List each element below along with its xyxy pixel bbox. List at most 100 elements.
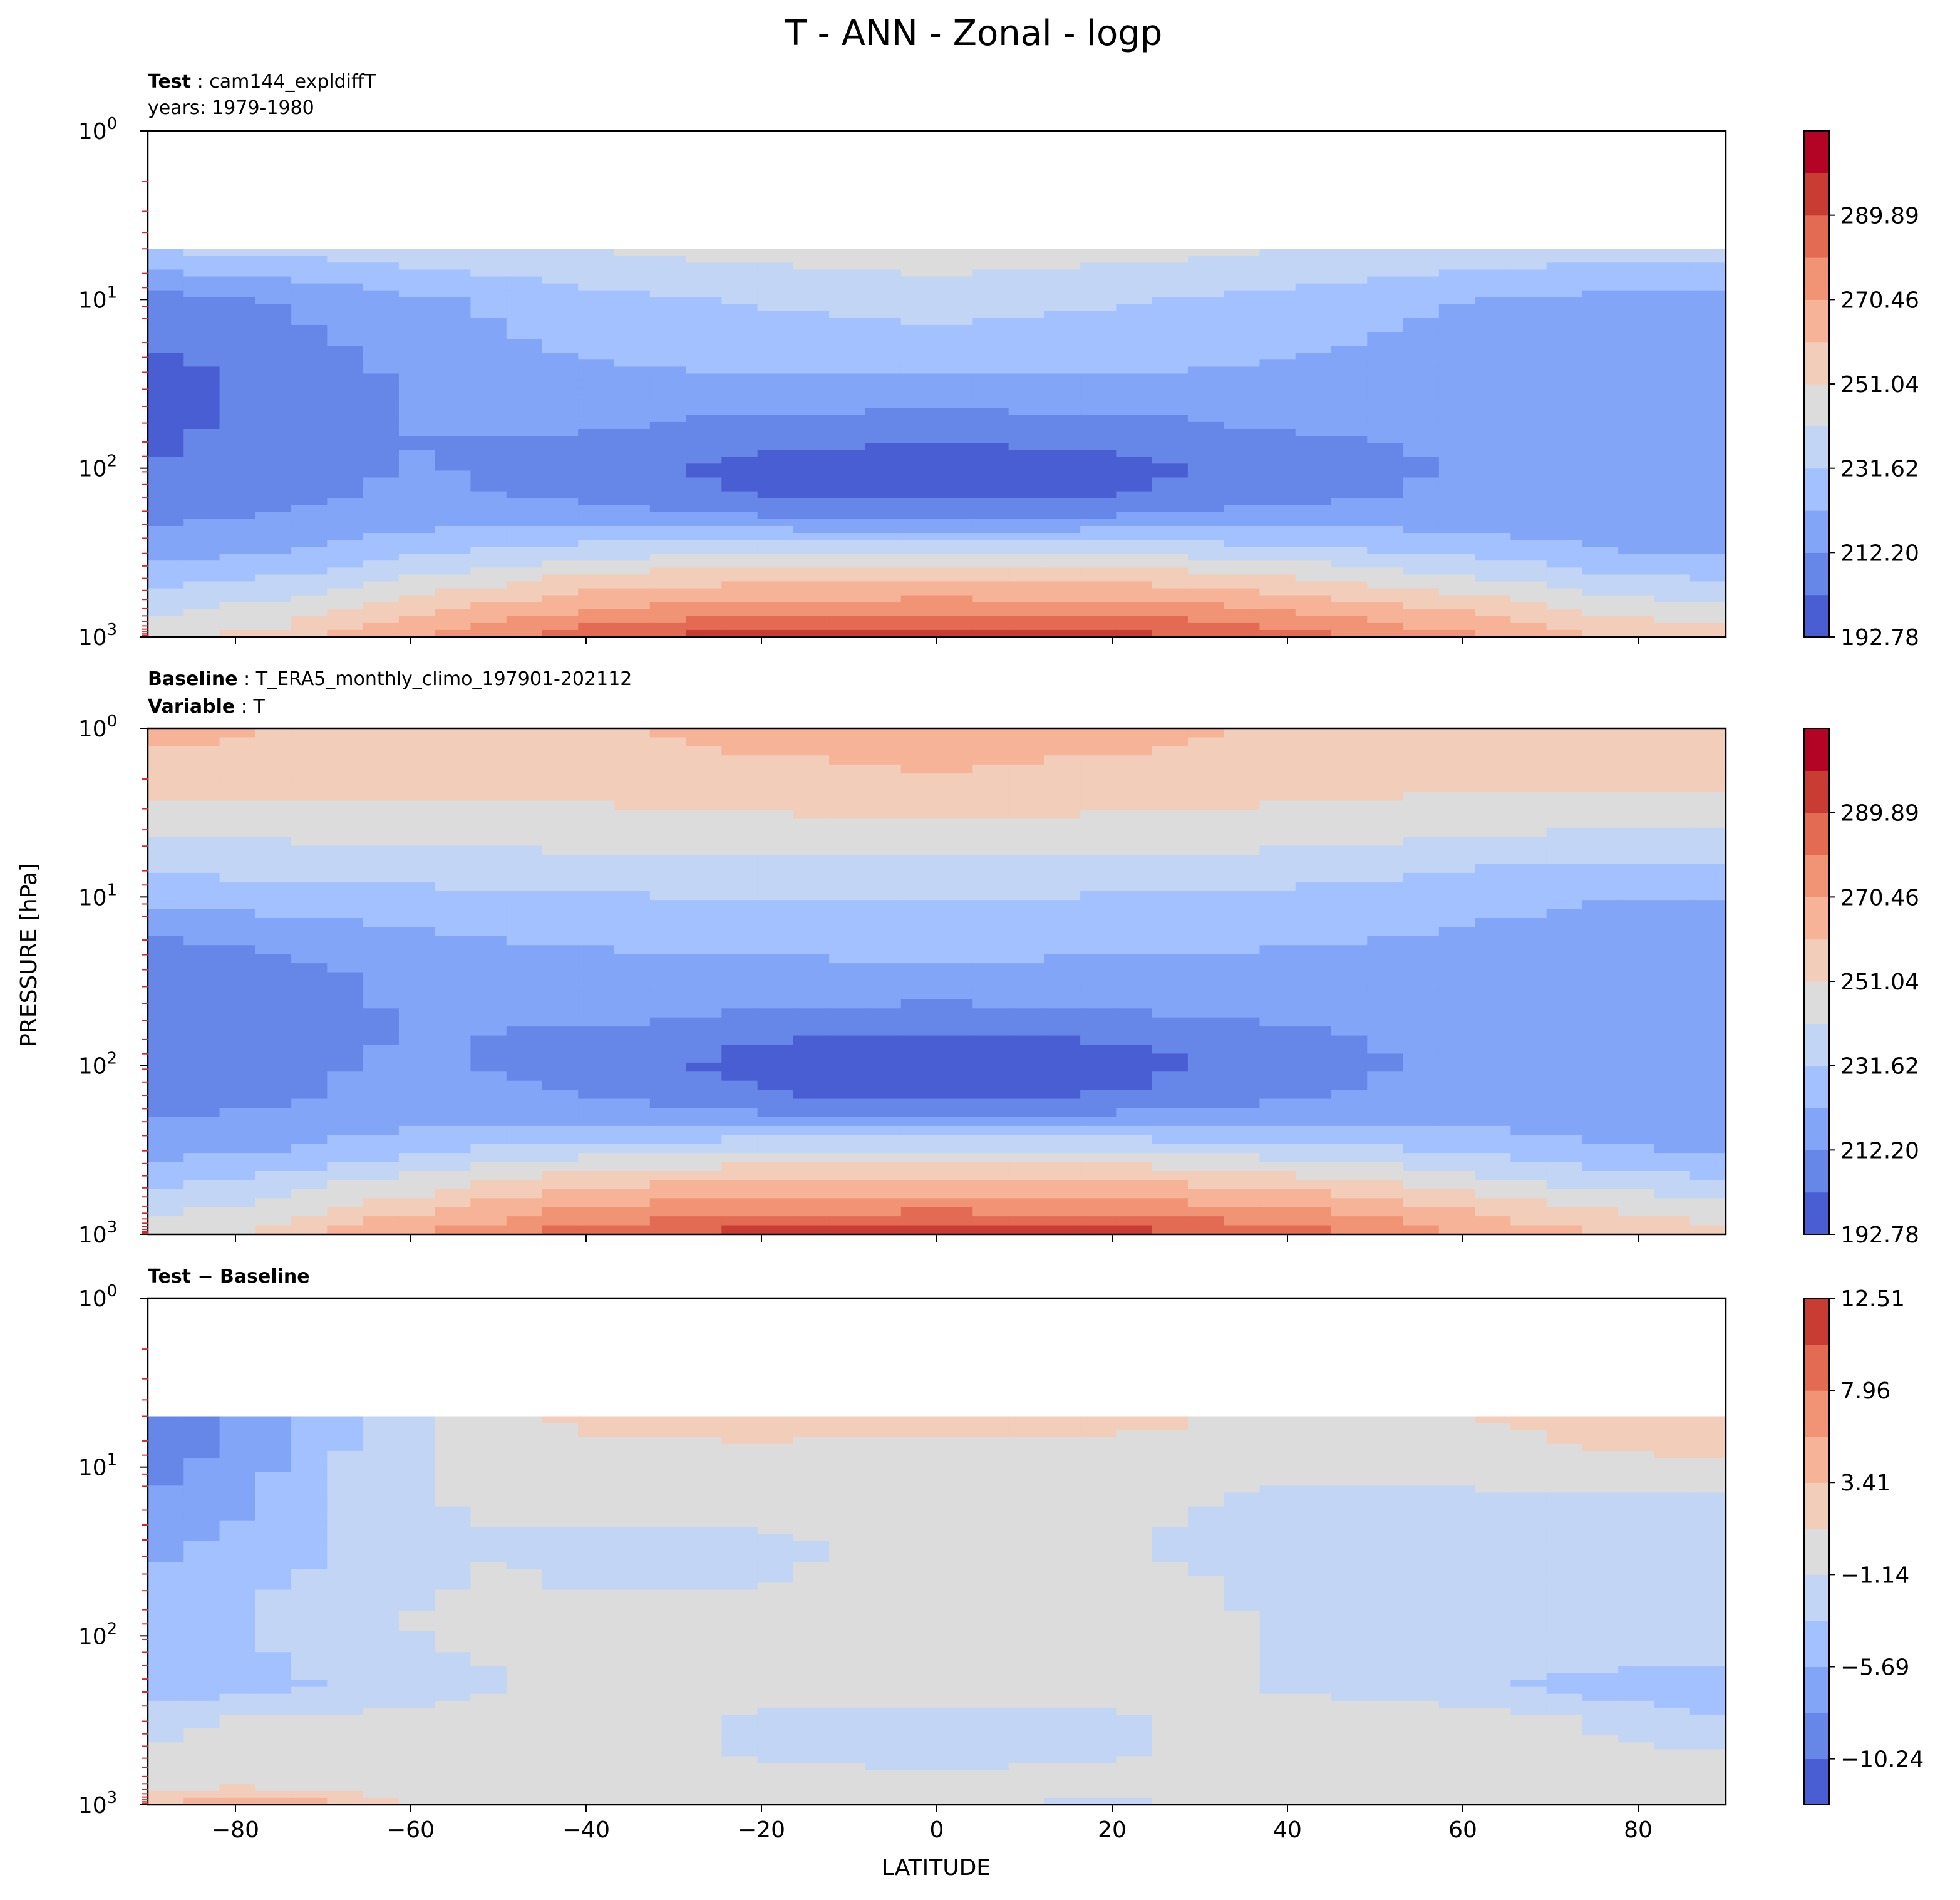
panel-baseline-cell	[1367, 1189, 1404, 1199]
panel-test-cell	[1224, 415, 1261, 423]
panel-test-cell	[327, 512, 364, 520]
panel-test-cell	[1224, 609, 1261, 617]
panel-baseline-cell	[1367, 864, 1404, 874]
panel-baseline-cell	[1403, 1008, 1440, 1018]
panel-test-cell	[829, 290, 866, 298]
panel-test-cell	[1152, 622, 1189, 631]
panel-test-cell	[219, 484, 256, 492]
panel-test-cell	[578, 498, 615, 506]
panel-test-cell	[1295, 519, 1332, 527]
panel-baseline-cell	[578, 1180, 615, 1190]
panel-baseline-cell	[793, 990, 830, 1000]
panel-test-cell	[614, 609, 651, 617]
panel-baseline-cell	[542, 1026, 579, 1036]
panel-test-cell	[398, 394, 435, 402]
panel-baseline-cell	[1475, 1198, 1512, 1208]
panel-test-cell	[1689, 297, 1726, 305]
panel-baseline-cell	[1331, 1125, 1368, 1136]
panel-baseline-cell	[614, 1080, 651, 1090]
panel-baseline-cell	[1152, 1135, 1189, 1145]
panel-baseline-cell	[1654, 918, 1691, 928]
panel-test-cell	[1187, 249, 1224, 257]
panel-test-cell	[291, 297, 328, 305]
panel-baseline-cell	[721, 1045, 758, 1055]
panel-baseline-cell	[1295, 891, 1332, 901]
panel-baseline-cell	[972, 954, 1009, 964]
panel-test-cell	[1008, 581, 1045, 589]
panel-test-cell	[578, 484, 615, 492]
panel-test-cell	[793, 380, 830, 388]
panel-baseline-cell	[1582, 1198, 1619, 1208]
panel-test-cell	[1080, 373, 1117, 381]
panel-baseline-cell	[1403, 1045, 1440, 1055]
panel-test-cell	[363, 450, 400, 458]
panel-baseline-cell	[1367, 1008, 1404, 1018]
panel-baseline-cell	[1618, 800, 1655, 810]
panel-test-cell	[1582, 436, 1619, 443]
panel-baseline-cell	[649, 999, 686, 1009]
panel-test-cell	[757, 262, 794, 271]
panel-baseline-cell	[1295, 800, 1332, 810]
panel-baseline-cell	[148, 1098, 185, 1108]
panel-baseline-cell	[470, 1071, 507, 1082]
panel-test-cell	[1367, 609, 1404, 617]
panel-baseline-cell	[398, 990, 435, 1000]
panel-baseline-cell	[363, 1180, 400, 1190]
panel-test-cell	[686, 463, 723, 472]
panel-test-cell	[1475, 505, 1512, 513]
panel-baseline-cell	[865, 737, 902, 747]
panel-test-cell	[148, 276, 185, 284]
panel-test-cell	[506, 290, 543, 298]
panel-baseline-cell	[183, 728, 220, 738]
panel-test-cell	[1438, 401, 1475, 409]
panel-baseline-cell	[183, 1189, 220, 1199]
panel-baseline-cell	[1618, 782, 1655, 792]
panel-baseline-cell	[219, 963, 256, 973]
panel-baseline-cell	[1331, 1153, 1368, 1163]
panel-baseline-cell	[183, 1162, 220, 1172]
panel-test-cell	[757, 629, 794, 637]
panel-baseline-cell	[1510, 1098, 1547, 1108]
panel-test-cell	[972, 436, 1009, 443]
panel-test-cell	[1618, 353, 1655, 361]
panel-test-cell	[542, 387, 579, 395]
panel-test-cell	[1367, 269, 1404, 277]
panel-test-cell	[793, 588, 830, 596]
panel-test-cell	[291, 318, 328, 326]
panel-baseline-cell	[255, 1198, 292, 1208]
panel-baseline-cell	[757, 1189, 794, 1199]
panel-test-cell	[1295, 311, 1332, 319]
panel-baseline-cell	[1259, 872, 1296, 883]
panel-test-cell	[506, 609, 543, 617]
panel-baseline-cell	[1618, 1017, 1655, 1027]
panel-test-cell	[1259, 366, 1296, 374]
panel-baseline-cell	[1546, 855, 1583, 865]
panel-test-cell	[1475, 249, 1512, 257]
panel-test-cell	[327, 304, 364, 312]
panel-test-cell	[1438, 602, 1475, 610]
panel-test-cell	[435, 595, 472, 603]
panel-baseline-cell	[255, 872, 292, 883]
panel-test-cell	[829, 574, 866, 582]
panel-baseline-cell	[398, 1207, 435, 1217]
panel-baseline-cell	[1116, 981, 1153, 991]
panel-baseline-cell	[435, 936, 472, 946]
panel-baseline-cell	[255, 800, 292, 810]
panel-baseline-cell	[1582, 891, 1619, 901]
panel-baseline-cell	[757, 1053, 794, 1063]
panel-test-cell	[1080, 525, 1117, 534]
panel-test-cell	[148, 256, 185, 264]
panel-baseline-cell	[757, 1017, 794, 1027]
panel-baseline-cell	[721, 800, 758, 810]
panel-baseline-cell	[793, 864, 830, 874]
panel-baseline-cell	[435, 737, 472, 747]
panel-test-cell	[1582, 498, 1619, 506]
panel-test-cell	[255, 505, 292, 513]
panel-baseline-cell	[1546, 1017, 1583, 1027]
panel-test-cell	[1152, 276, 1189, 284]
panel-baseline-cell	[1438, 927, 1475, 937]
panel-baseline-cell	[1008, 1035, 1045, 1045]
panel-test-cell	[649, 249, 686, 257]
panel-baseline-cell	[1546, 1071, 1583, 1082]
panel-test-cell	[1618, 366, 1655, 374]
